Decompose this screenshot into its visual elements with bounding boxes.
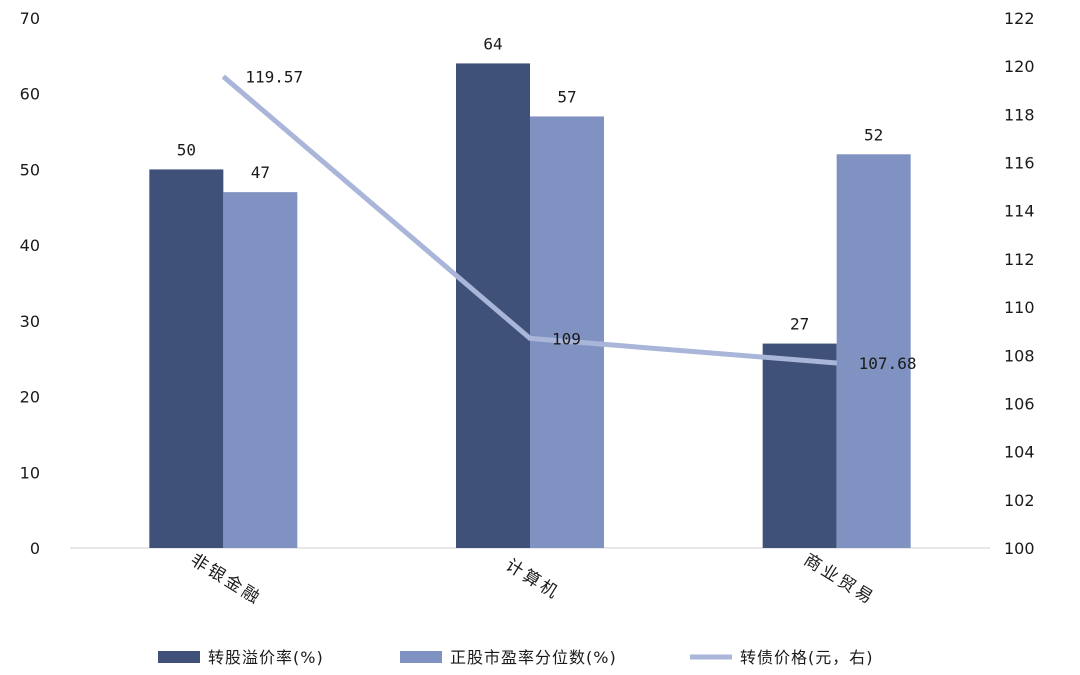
bar-value-label: 52 xyxy=(864,125,883,144)
legend-label: 转股溢价率(%) xyxy=(208,648,324,667)
line-value-label: 107.68 xyxy=(859,354,917,373)
y-left-tick-label: 60 xyxy=(20,85,40,104)
line-point xyxy=(529,337,531,339)
y-right-tick-label: 102 xyxy=(1004,491,1035,510)
data-labels: 50 64 27 47 57 52 119.57 109 107.68 xyxy=(177,34,917,373)
x-tick-label: 商业贸易 xyxy=(800,550,878,609)
legend-label: 转债价格(元，右) xyxy=(740,648,874,667)
y-right-tick-label: 104 xyxy=(1004,443,1035,462)
bar-value-label: 64 xyxy=(483,34,502,53)
y-left-tick-label: 70 xyxy=(20,9,40,28)
y-right-tick-label: 100 xyxy=(1004,539,1035,558)
y-left-tick-label: 20 xyxy=(20,388,40,407)
y-right-tick-label: 118 xyxy=(1004,105,1035,124)
legend-swatch xyxy=(158,651,200,663)
x-tick-label: 计算机 xyxy=(502,555,563,604)
bar xyxy=(149,169,224,548)
bar-value-label: 27 xyxy=(790,315,809,334)
y-left-tick-label: 0 xyxy=(30,539,40,558)
y-right-tick-label: 114 xyxy=(1004,202,1035,221)
y-right-tick-label: 108 xyxy=(1004,346,1035,365)
bar-value-label: 50 xyxy=(177,140,196,159)
legend-swatch xyxy=(400,651,442,663)
bar-value-label: 47 xyxy=(251,163,270,182)
line-value-label: 119.57 xyxy=(245,68,303,87)
legend-label: 正股市盈率分位数(%) xyxy=(450,648,617,667)
line-series xyxy=(221,74,838,366)
bar xyxy=(223,192,298,548)
y-left-tick-label: 10 xyxy=(20,463,40,482)
x-tick-label: 非银金融 xyxy=(187,550,265,609)
y-right-tick-label: 116 xyxy=(1004,154,1035,173)
line-point xyxy=(836,362,838,364)
y-left-tick-label: 30 xyxy=(20,312,40,331)
y-left-tick-label: 50 xyxy=(20,160,40,179)
y-right-tick-label: 120 xyxy=(1004,57,1035,76)
bar xyxy=(836,154,911,549)
bar xyxy=(530,116,604,548)
line-point xyxy=(222,76,224,78)
y-right-tick-label: 122 xyxy=(1004,9,1035,28)
y-right-tick-label: 110 xyxy=(1004,298,1035,317)
legend: 转股溢价率(%) 正股市盈率分位数(%) 转债价格(元，右) xyxy=(158,648,874,667)
y-right-tick-label: 112 xyxy=(1004,250,1035,269)
bar-value-label: 57 xyxy=(557,87,576,106)
line-value-label: 109 xyxy=(552,329,581,348)
y-left-tick-label: 40 xyxy=(20,236,40,255)
bars xyxy=(149,63,911,549)
y-right-tick-label: 106 xyxy=(1004,394,1035,413)
bar xyxy=(762,343,837,548)
